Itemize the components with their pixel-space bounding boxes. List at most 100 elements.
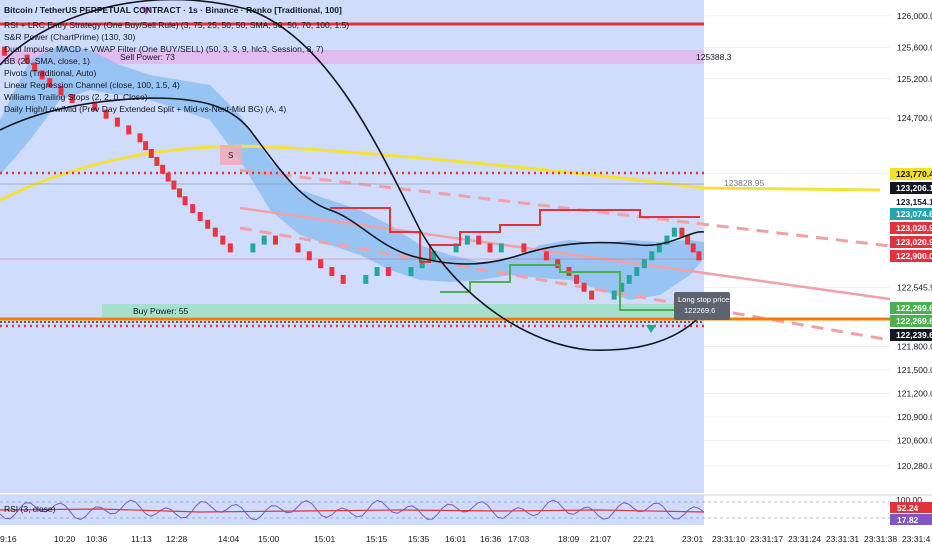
regression-channel-mid [239, 206, 891, 301]
renko-brick [619, 282, 625, 292]
renko-brick [148, 149, 154, 158]
renko-brick [690, 243, 696, 253]
legend-item-7[interactable]: Daily High/Low/Mid (Prev Day Extended Sp… [4, 104, 286, 114]
renko-brick [329, 267, 335, 276]
time-tick-17: 23:31:10 [712, 534, 745, 544]
renko-brick [464, 235, 470, 245]
renko-brick [24, 54, 30, 64]
renko-brick [419, 259, 425, 269]
renko-brick [295, 243, 301, 253]
renko-brick [197, 212, 203, 221]
renko-brick [634, 267, 640, 276]
renko-brick [679, 227, 685, 237]
renko-brick [374, 267, 380, 276]
time-tick-9: 15:35 [408, 534, 430, 544]
indicator-list[interactable]: RSI + LRC Entry Strategy (One Buy/Sell R… [4, 20, 349, 114]
price-tag-bg-6 [890, 250, 932, 262]
buy-power-band [102, 304, 704, 317]
renko-brick [521, 243, 527, 253]
renko-brick [160, 164, 166, 174]
buy-signal-marker [646, 325, 656, 333]
resistance-band [0, 50, 704, 64]
renko-brick [671, 227, 677, 237]
legend-item-5[interactable]: Linear Regression Channel (close, 100, 1… [4, 80, 180, 90]
pivot-marker-box [220, 145, 242, 165]
time-tick-13: 18:09 [558, 534, 580, 544]
price-tag-9: 122,239.6 [896, 330, 932, 340]
price-tag-bg-4 [890, 222, 932, 234]
yellow-moving-average [0, 144, 881, 202]
renko-brick [589, 290, 595, 300]
legend-item-6[interactable]: Williams Trailing Stops (2, 2, 0, Close) [4, 92, 148, 102]
renko-brick [261, 235, 267, 245]
renko-brick [696, 251, 702, 261]
price-tag-bg-3 [890, 208, 932, 220]
renko-brick [190, 204, 196, 214]
rsi-value-low: 17.82 [897, 515, 919, 525]
pivot-marker-label: S [228, 151, 233, 160]
price-tick-1: 125,600.0 [897, 42, 932, 52]
price-tag-bg-8 [890, 315, 932, 327]
renko-brick [273, 235, 278, 245]
time-tick-12: 17:03 [508, 534, 530, 544]
renko-brick [114, 117, 120, 127]
price-tag-6: 122,900.0 [896, 251, 932, 261]
long-stop-title: Long stop price: [678, 295, 731, 304]
renko-brick [143, 141, 149, 151]
rsi-value-high: 52.24 [897, 503, 919, 513]
time-tick-8: 15:15 [366, 534, 388, 544]
renko-brick [487, 243, 493, 253]
legend-item-2[interactable]: Dual Impulse MACD + VWAP Filter (One BUY… [4, 44, 324, 54]
renko-brick [126, 125, 132, 135]
bollinger-band-fill [0, 45, 704, 300]
price-tag-bg-5 [890, 236, 932, 248]
renko-brick [476, 235, 482, 245]
renko-bricks [2, 46, 702, 300]
price-tick-9: 120,900.0 [897, 412, 932, 422]
price-tag-bg-2 [890, 196, 932, 208]
price-axis[interactable]: 126,000.0125,600.0125,200.0124,700.0124,… [890, 0, 932, 495]
time-tick-21: 23:31:38 [864, 534, 897, 544]
renko-brick [69, 94, 75, 103]
renko-brick [47, 78, 53, 88]
regression-channel-lower [239, 226, 891, 342]
price-tick-10: 120,600.0 [897, 436, 932, 446]
time-tick-1: 10:20 [54, 534, 76, 544]
renko-brick [385, 267, 391, 276]
legend-item-4[interactable]: Pivots (Traditional, Auto) [4, 68, 96, 78]
legend-item-3[interactable]: BB (20, SMA, close, 1) [4, 56, 90, 66]
price-tick-2: 125,200.0 [897, 74, 932, 84]
chart-legend[interactable]: Bitcoin / TetherUS PERPETUAL CONTRACT · … [4, 5, 349, 114]
price-tag-1: 123,206.1 [896, 183, 932, 193]
renko-brick [137, 133, 143, 143]
legend-item-1[interactable]: S&R Power (ChartPrime) (130, 30) [4, 32, 135, 42]
time-tick-16: 23:01 [682, 534, 704, 544]
renko-brick [58, 86, 64, 96]
renko-brick [685, 235, 691, 245]
mid-level-label: 123828.95 [724, 178, 764, 188]
time-tick-18: 23:31:17 [750, 534, 783, 544]
price-tick-7: 121,500.0 [897, 365, 932, 375]
black-curve-large [0, 0, 705, 352]
renko-brick [165, 172, 171, 182]
rsi-pane[interactable]: RSI (3, close) 100.00 52.24 17.82 [0, 494, 932, 525]
time-tick-20: 23:31:31 [826, 534, 859, 544]
renko-brick [340, 274, 346, 284]
renko-brick [664, 235, 670, 245]
time-axis[interactable]: 9:16 10:20 10:36 11:13 12:28 14:04 15:00 15:01 1… [0, 527, 932, 550]
price-tag-bg-1 [890, 182, 932, 194]
time-tick-labels: 9:16 10:20 10:36 11:13 12:28 14:04 15:00 15:01 1… [0, 534, 931, 544]
time-tick-22: 23:31:4 [902, 534, 931, 544]
long-stop-tooltip: Long stop price: 122269.6 [674, 292, 731, 320]
sell-signal-marker [141, 7, 151, 15]
trailing-stop-green [440, 264, 704, 311]
grid-lines [704, 15, 890, 467]
rsi-signal-line [0, 508, 705, 513]
price-tag-bg-0 [890, 168, 932, 180]
legend-item-0[interactable]: RSI + LRC Entry Strategy (One Buy/Sell R… [4, 20, 349, 30]
renko-brick [656, 243, 662, 253]
time-tick-15: 22:21 [633, 534, 655, 544]
price-tick-0: 126,000.0 [897, 11, 932, 21]
renko-brick [555, 259, 561, 269]
